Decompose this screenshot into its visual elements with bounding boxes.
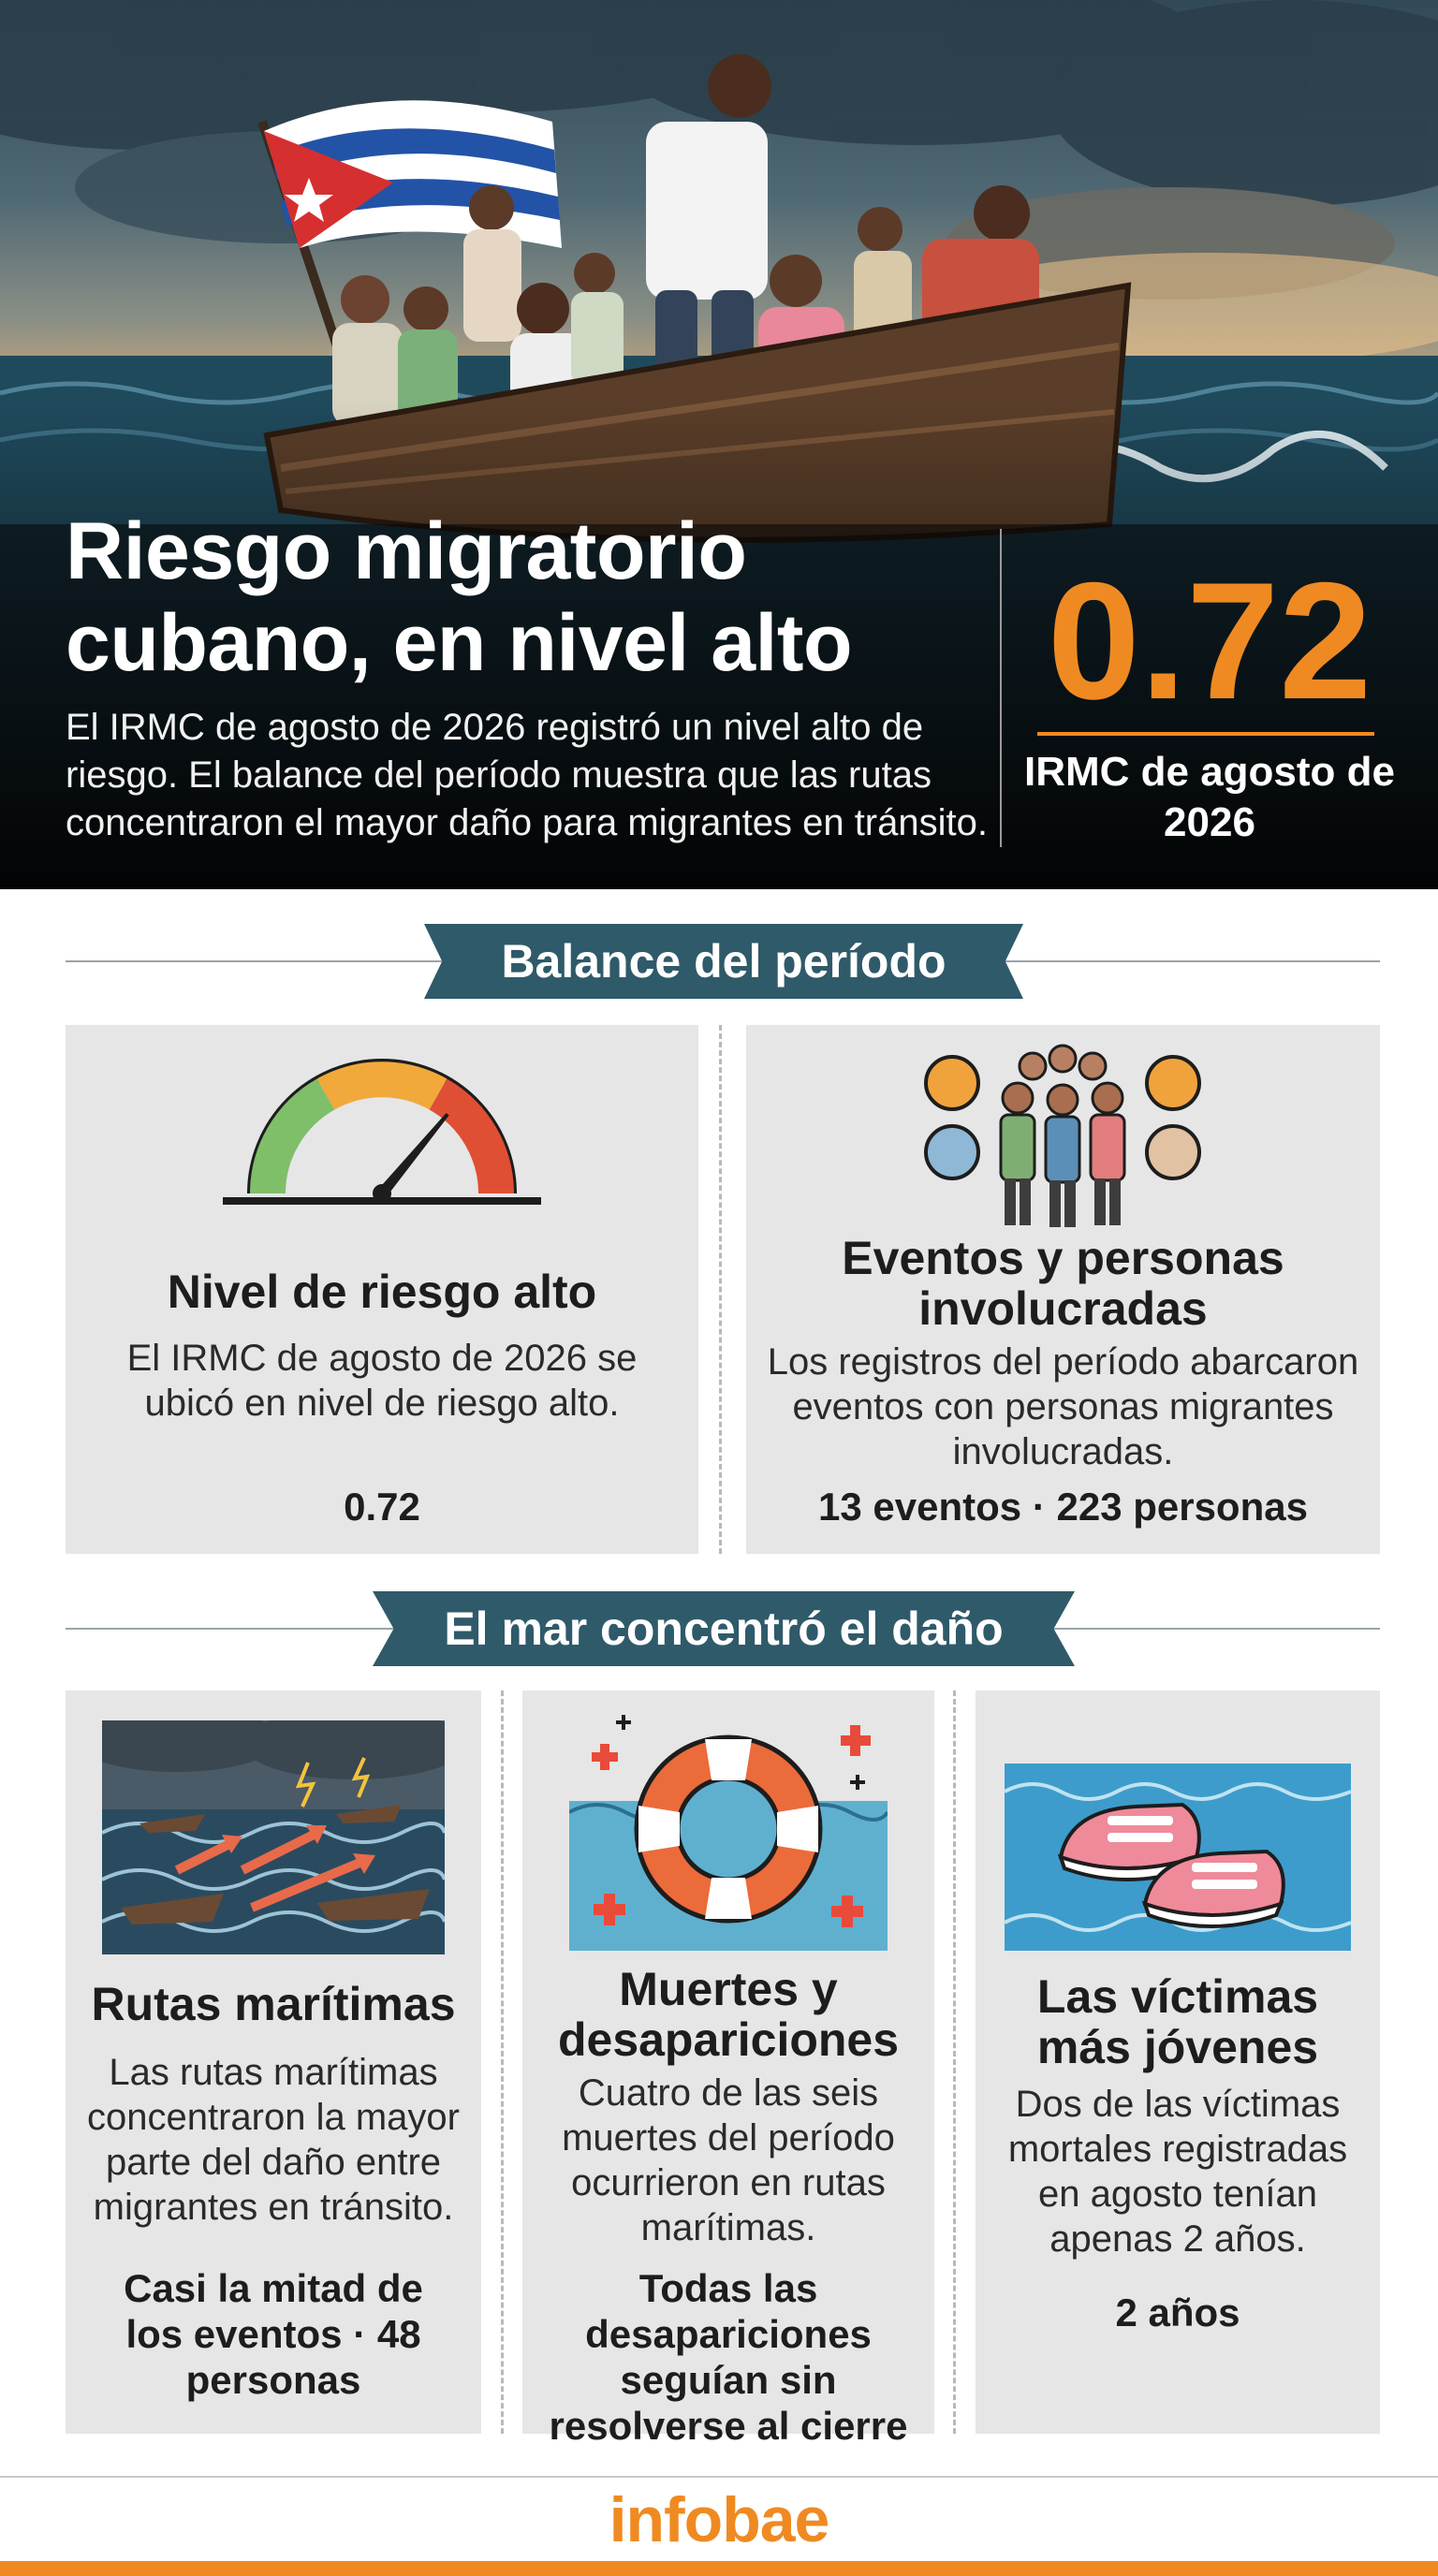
card-divider xyxy=(953,1690,956,2434)
page-title-line-2: cubano, en nivel alto xyxy=(66,598,853,688)
card-deaths-disappearances-stat: Todas las desapariciones seguían sin res… xyxy=(549,2266,908,2448)
infobae-logo[interactable]: infobae xyxy=(609,2484,830,2555)
section-sea-header: El mar concentró el daño xyxy=(66,1591,1380,1666)
child-shoes-icon xyxy=(1005,1764,1351,1951)
hero-divider xyxy=(1000,529,1002,847)
card-deaths-disappearances: Muertes y desapariciones Cuatro de las s… xyxy=(522,1690,934,2448)
card-events-people: Eventos y personas involucradas Los regi… xyxy=(746,1025,1380,1554)
card-sea-routes-text: Las rutas marítimas concentraron la mayo… xyxy=(87,2052,460,2228)
card-youngest-victims-stat: 2 años xyxy=(1115,2291,1240,2334)
hero-section: Riesgo migratorio cubano, en nivel alto … xyxy=(0,0,1438,889)
card-deaths-disappearances-text: Cuatro de las seis muertes del período o… xyxy=(562,2072,895,2248)
card-youngest-victims: Las víctimas más jóvenes Dos de las víct… xyxy=(976,1690,1380,2434)
life-ring-icon xyxy=(569,1715,888,1951)
card-sea-routes: Rutas marítimas Las rutas marítimas conc… xyxy=(66,1690,481,2434)
footer-accent-bar xyxy=(0,2561,1438,2576)
page-title-line-1: Riesgo migratorio xyxy=(66,506,747,596)
card-risk-level: Nivel de riesgo alto El IRMC de agosto d… xyxy=(66,1025,698,1554)
card-events-people-stat: 13 eventos · 223 personas xyxy=(818,1485,1308,1529)
section-balance-header: Balance del período xyxy=(66,924,1380,999)
card-divider xyxy=(501,1690,504,2434)
hero-description: El IRMC de agosto de 2026 registró un ni… xyxy=(66,707,988,843)
page-title: Riesgo migratorio cubano, en nivel alto xyxy=(66,505,983,689)
card-youngest-victims-text: Dos de las víctimas mortales registradas… xyxy=(1007,2084,1348,2260)
card-youngest-victims-title: Las víctimas más jóvenes xyxy=(1036,1970,1319,2073)
people-group-icon xyxy=(924,1044,1201,1227)
card-events-people-title: Eventos y personas involucradas xyxy=(842,1232,1284,1335)
card-divider xyxy=(719,1025,722,1554)
section-balance-title: Balance del período xyxy=(424,924,1023,999)
migrant-boat-illustration xyxy=(0,0,1438,889)
card-deaths-disappearances-title: Muertes y desapariciones xyxy=(557,1963,900,2066)
card-risk-level-stat: 0.72 xyxy=(344,1485,420,1529)
card-risk-level-title: Nivel de riesgo alto xyxy=(167,1266,597,1318)
irmc-value-label: IRMC de agosto de 2026 xyxy=(1023,749,1396,845)
card-sea-routes-stat: Casi la mitad de los eventos · 48 person… xyxy=(124,2266,423,2402)
irmc-value-rule xyxy=(1037,732,1374,736)
risk-gauge-icon xyxy=(223,1059,541,1205)
gauge-needle xyxy=(373,1112,449,1203)
card-risk-level-text: El IRMC de agosto de 2026 se ubicó en ni… xyxy=(126,1338,638,1424)
irmc-value: 0.72 xyxy=(1047,548,1372,734)
section-sea-title: El mar concentró el daño xyxy=(373,1591,1075,1666)
card-events-people-text: Los registros del período abarcaron even… xyxy=(767,1341,1359,1472)
card-sea-routes-title: Rutas marítimas xyxy=(91,1978,456,2030)
stormy-sea-boats-icon xyxy=(102,1720,445,1954)
footer-rule xyxy=(0,2476,1438,2478)
